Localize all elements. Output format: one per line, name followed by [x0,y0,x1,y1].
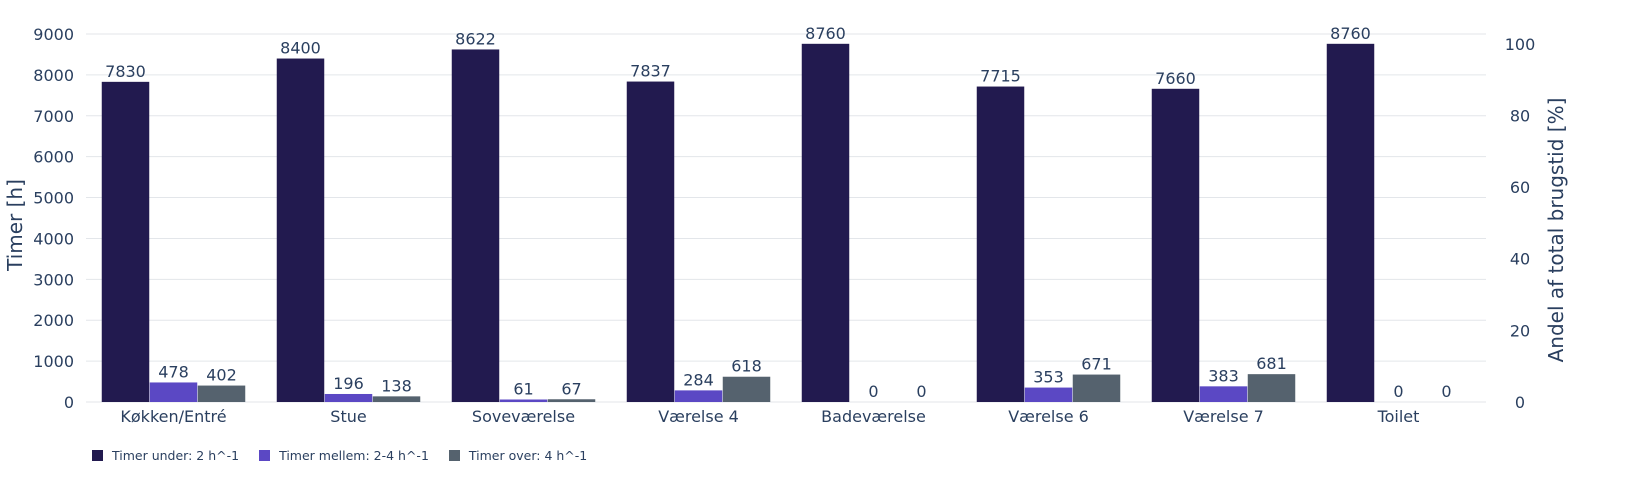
bar [547,399,596,402]
y-tick-label: 9000 [33,25,74,44]
data-label: 383 [1208,366,1239,385]
data-label: 196 [333,374,364,393]
y2-tick-label: 80 [1510,106,1530,125]
data-label: 7660 [1155,69,1196,88]
bar [674,390,723,402]
y-tick-label: 6000 [33,148,74,167]
y-axis-title: Timer [h] [3,179,27,272]
y2-tick-label: 60 [1510,178,1530,197]
x-tick-label: Stue [330,407,366,426]
data-label: 8760 [1330,24,1371,43]
data-label: 681 [1256,354,1287,373]
legend-label: Timer over: 4 h^-1 [468,448,588,463]
data-label: 671 [1081,355,1112,374]
data-label: 618 [731,357,762,376]
legend-item[interactable]: Timer over: 4 h^-1 [448,448,588,463]
y-tick-label: 5000 [33,189,74,208]
x-tick-label: Toilet [1377,407,1420,426]
x-tick-label: Badeværelse [821,407,926,426]
data-label: 402 [206,366,237,385]
x-tick-label: Soveværelse [472,407,575,426]
x-tick-label: Værelse 7 [1183,407,1264,426]
bar [372,396,421,402]
legend: Timer under: 2 h^-1 Timer mellem: 2-4 h^-… [92,448,587,463]
legend-label: Timer mellem: 2-4 h^-1 [279,448,429,463]
y2-tick-label: 100 [1505,35,1536,54]
y-tick-label: 4000 [33,229,74,248]
data-label: 7837 [630,62,671,81]
legend-item[interactable]: Timer mellem: 2-4 h^-1 [259,448,429,463]
x-tick-label: Værelse 6 [1008,407,1089,426]
data-label: 478 [158,362,189,381]
bar [1326,43,1375,403]
bar [801,43,850,403]
y2-axis-title: Andel af total brugstid [%] [1544,98,1568,363]
data-label: 0 [1441,382,1451,401]
y-tick-label: 7000 [33,107,74,126]
legend-item[interactable]: Timer under: 2 h^-1 [92,448,239,463]
y2-tick-label: 20 [1510,321,1530,340]
bar [451,49,500,403]
bar [1151,88,1200,403]
y-tick-label: 2000 [33,311,74,330]
y-tick-label: 1000 [33,352,74,371]
data-label: 353 [1033,368,1064,387]
x-tick-label: Værelse 4 [658,407,739,426]
x-tick-label: Køkken/Entré [120,407,226,426]
data-label: 284 [683,370,714,389]
y-tick-label: 3000 [33,270,74,289]
legend-swatch [448,450,460,461]
data-label: 8760 [805,24,846,43]
bar [626,81,675,403]
data-label: 8400 [280,39,321,58]
bar [101,81,150,402]
y-tick-label: 8000 [33,66,74,85]
data-label: 138 [381,376,412,395]
bar [499,399,548,402]
legend-swatch [92,450,103,461]
bar [324,393,373,402]
data-label: 0 [1393,382,1403,401]
data-label: 61 [513,380,533,399]
bar [276,58,325,403]
bar [1247,374,1296,402]
data-label: 7830 [105,62,146,81]
bar [976,86,1025,402]
y2-tick-label: 0 [1515,393,1525,412]
data-label: 0 [868,382,878,401]
data-label: 0 [916,382,926,401]
y2-tick-label: 40 [1510,250,1530,269]
data-label: 7715 [980,67,1021,86]
bar [149,382,198,402]
bar [1072,374,1121,402]
data-label: 8622 [455,29,496,48]
bar [722,376,771,402]
bar [1199,386,1248,402]
data-label: 67 [561,379,581,398]
y-tick-label: 0 [64,393,74,412]
legend-label: Timer under: 2 h^-1 [112,448,240,463]
bar [197,385,246,402]
legend-swatch [259,450,271,461]
bar [1024,387,1073,402]
bar-chart: 0100020003000400050006000700080009000020… [3,24,1568,426]
